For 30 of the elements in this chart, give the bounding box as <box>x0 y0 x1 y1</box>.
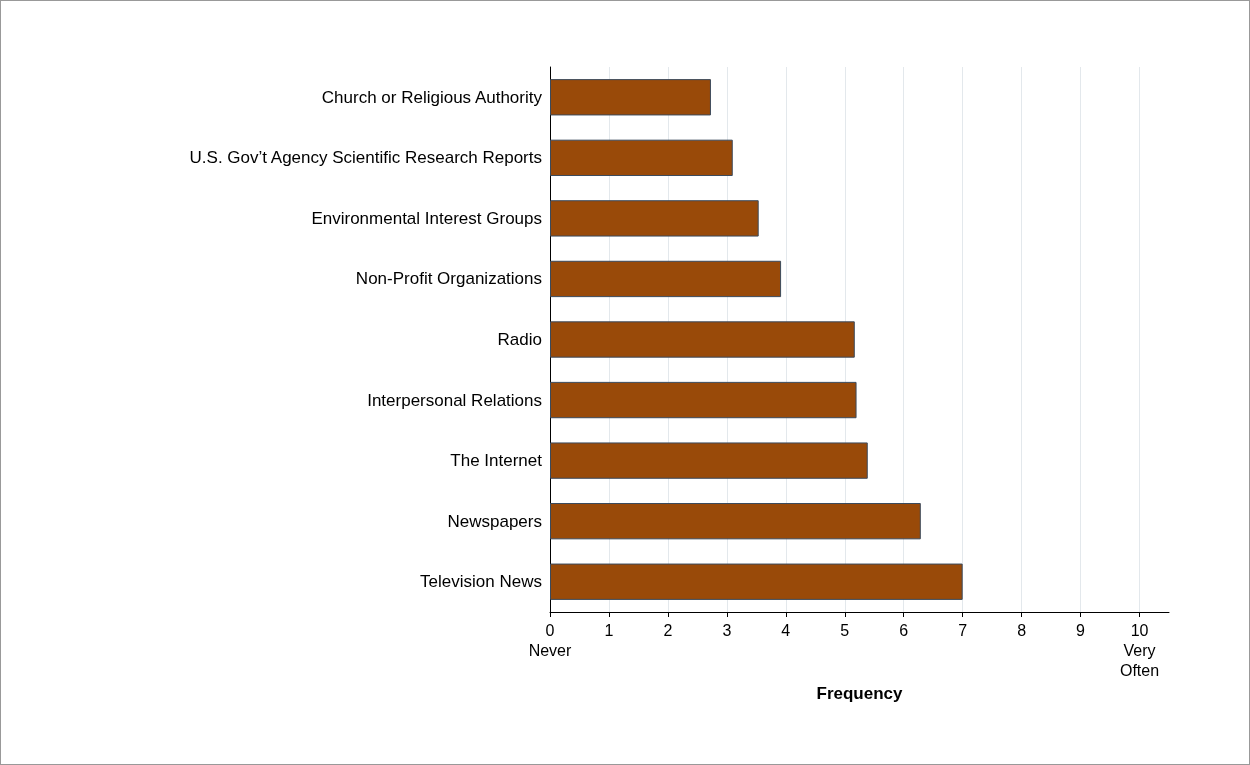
bar <box>550 79 711 116</box>
y-tick-label: Interpersonal Relations <box>367 390 542 410</box>
bar <box>550 442 868 479</box>
bar <box>550 503 921 540</box>
x-tick-label: 1 <box>604 621 614 639</box>
y-tick-label: The Internet <box>450 451 543 471</box>
x-tick-label: 8 <box>1017 621 1027 639</box>
bar <box>550 139 733 176</box>
y-tick-label: U.S. Gov’t Agency Scientific Research Reports <box>189 148 542 168</box>
bar <box>550 381 857 419</box>
x-axis-title: Frequency <box>816 683 904 703</box>
x-tick-label: 0 Never <box>528 621 573 659</box>
bar <box>550 321 855 358</box>
y-tick-label: Radio <box>497 330 542 349</box>
x-tick-label: 3 <box>722 621 732 639</box>
x-tick-label: 10 Very Often <box>1119 621 1160 679</box>
y-tick-label: Newspapers <box>447 511 542 531</box>
bar <box>550 200 759 237</box>
y-tick-label: Television News <box>420 572 542 592</box>
x-tick-label: 2 <box>663 621 673 639</box>
bar <box>550 260 782 298</box>
y-tick-label: Church or Religious Authority <box>321 87 543 107</box>
y-tick-label: Environmental Interest Groups <box>311 208 542 228</box>
x-tick-label: 5 <box>840 621 850 639</box>
x-tick-label: 6 <box>899 621 909 639</box>
y-tick-label: Non-Profit Organizations <box>355 269 542 289</box>
bar <box>550 563 963 600</box>
x-tick-label: 9 <box>1076 621 1086 639</box>
x-tick-label: 4 <box>781 621 791 639</box>
x-tick-label: 7 <box>958 621 968 639</box>
